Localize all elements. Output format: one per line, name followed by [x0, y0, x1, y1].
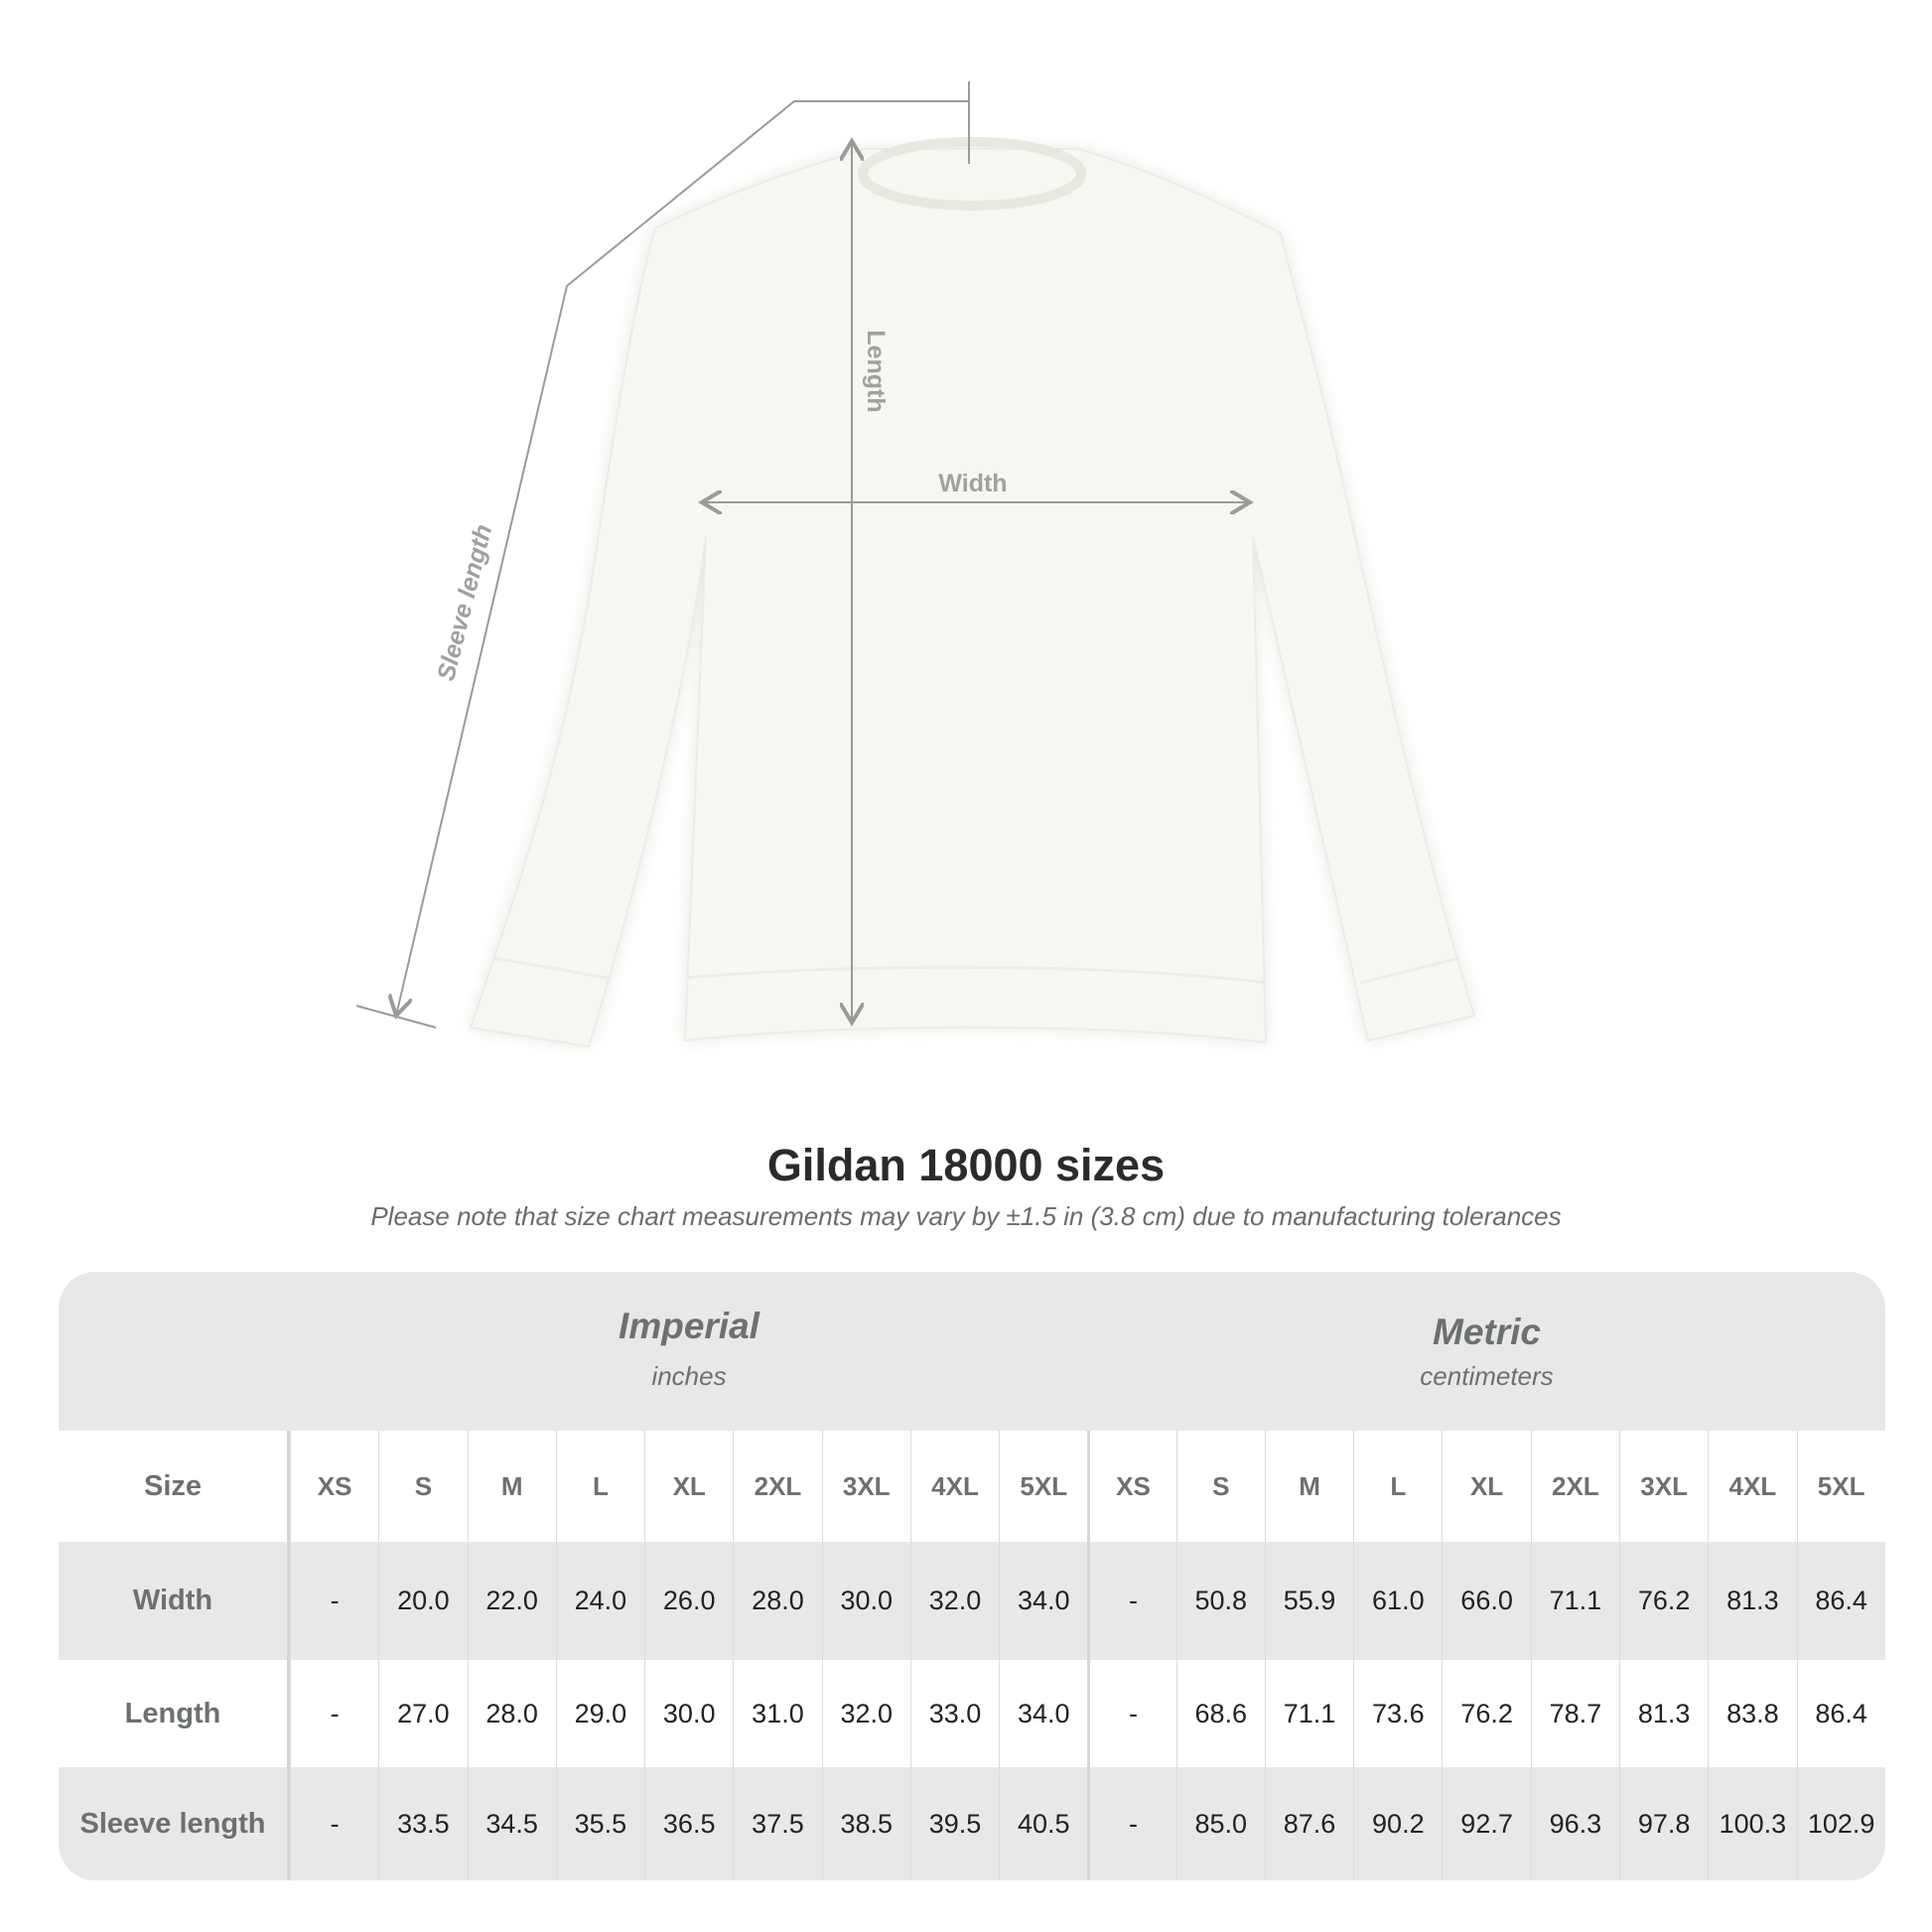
size-header-cell: 2XL: [733, 1431, 821, 1542]
size-header-cell: S: [1175, 1431, 1265, 1542]
table-cell: 97.8: [1618, 1767, 1708, 1880]
table-cell: 37.5: [733, 1767, 821, 1880]
imperial-unit: inches: [651, 1361, 727, 1391]
table-cell: 39.5: [909, 1767, 999, 1880]
table-cell: 29.0: [555, 1660, 644, 1767]
size-header-row: Size XS S M L XL 2XL 3XL 4XL 5XL XS S M L XL 2XL 3XL 4XL 5…: [59, 1431, 1885, 1542]
table-cell: 87.6: [1264, 1767, 1353, 1880]
sweatshirt-diagram: Length Width Sleeve length: [355, 81, 1476, 1048]
row-label: Size: [59, 1431, 290, 1542]
table-cell: 33.0: [909, 1660, 999, 1767]
row-label: Length: [59, 1660, 290, 1767]
table-cell: 55.9: [1264, 1542, 1353, 1660]
table-cell: 32.0: [821, 1660, 910, 1767]
size-header-cell: S: [378, 1431, 467, 1542]
sleeve-length-line: [355, 81, 970, 1029]
page-title: Gildan 18000 sizes: [766, 1140, 1166, 1190]
table-cell: 33.5: [378, 1767, 467, 1880]
table-cell: 61.0: [1353, 1542, 1442, 1660]
table-cell: 92.7: [1442, 1767, 1530, 1880]
metric-title: Metric: [1433, 1311, 1541, 1352]
table-cell: 85.0: [1175, 1767, 1265, 1880]
imperial-title: Imperial: [619, 1306, 759, 1346]
row-label: Width: [59, 1542, 290, 1660]
table-cell: 32.0: [909, 1542, 999, 1660]
table-cell: 83.8: [1708, 1660, 1796, 1767]
table-cell: 71.1: [1264, 1660, 1353, 1767]
table-cell: 38.5: [821, 1767, 910, 1880]
table-cell: 78.7: [1530, 1660, 1619, 1767]
table-cell: 86.4: [1796, 1542, 1885, 1660]
table-cell: 66.0: [1442, 1542, 1530, 1660]
metric-unit: centimeters: [1420, 1361, 1554, 1391]
tolerance-note: Please note that size chart measurements…: [370, 1201, 1562, 1231]
size-header-cell: 4XL: [1708, 1431, 1796, 1542]
table-cell: 100.3: [1708, 1767, 1796, 1880]
width-label: Width: [938, 470, 1007, 497]
size-header-cell: XL: [644, 1431, 733, 1542]
table-cell: -: [290, 1767, 378, 1880]
table-cell: 28.0: [733, 1542, 821, 1660]
table-cell: 26.0: [644, 1542, 733, 1660]
table-cell: 36.5: [644, 1767, 733, 1880]
table-cell: 22.0: [467, 1542, 556, 1660]
metric-header: Metric centimeters: [1088, 1272, 1885, 1470]
table-cell: 20.0: [378, 1542, 467, 1660]
size-header-cell: 5XL: [1796, 1431, 1885, 1542]
sleeve-length-label: Sleeve length: [432, 521, 497, 683]
size-header-cell: XS: [290, 1431, 378, 1542]
table-cell: 30.0: [821, 1542, 910, 1660]
table-cell: 34.0: [999, 1542, 1087, 1660]
table-row: Length -27.0 28.0 29.0 30.0 31.0 32.0 33.0 34.0-…: [59, 1660, 1885, 1767]
table-cell: 86.4: [1796, 1660, 1885, 1767]
table-cell: -: [290, 1542, 378, 1660]
imperial-header: Imperial inches: [290, 1272, 1088, 1464]
sweatshirt-image: [469, 137, 1476, 1048]
size-header-cell: M: [467, 1431, 556, 1542]
table-cell: 31.0: [733, 1660, 821, 1767]
table-cell: -: [1087, 1660, 1175, 1767]
table-row: Width -20.0 22.0 24.0 26.0 28.0 30.0 32.0 34.0-5…: [59, 1542, 1885, 1660]
row-label: Sleeve length: [59, 1767, 290, 1880]
size-header-cell: 2XL: [1530, 1431, 1619, 1542]
size-table: Imperial inches Metric centimeters Size X…: [59, 1272, 1885, 1880]
table-cell: 96.3: [1530, 1767, 1619, 1880]
table-cell: 102.9: [1796, 1767, 1885, 1880]
size-header-cell: 4XL: [909, 1431, 999, 1542]
size-header-cell: 3XL: [1618, 1431, 1708, 1542]
size-header-cell: L: [555, 1431, 644, 1542]
table-cell: 76.2: [1618, 1542, 1708, 1660]
table-cell: 40.5: [999, 1767, 1087, 1880]
table-cell: 71.1: [1530, 1542, 1619, 1660]
size-header-cell: XL: [1442, 1431, 1530, 1542]
table-cell: 35.5: [555, 1767, 644, 1880]
table-cell: 34.5: [467, 1767, 556, 1880]
table-cell: 27.0: [378, 1660, 467, 1767]
table-cell: 34.0: [999, 1660, 1087, 1767]
size-header-cell: 3XL: [821, 1431, 910, 1542]
table-row: Sleeve length -33.5 34.5 35.5 36.5 37.5 38.5 39…: [59, 1767, 1885, 1880]
table-cell: 81.3: [1618, 1660, 1708, 1767]
size-header-cell: L: [1353, 1431, 1442, 1542]
table-cell: 90.2: [1353, 1767, 1442, 1880]
table-cell: 24.0: [555, 1542, 644, 1660]
table-cell: 30.0: [644, 1660, 733, 1767]
table-cell: 73.6: [1353, 1660, 1442, 1767]
size-header-cell: M: [1264, 1431, 1353, 1542]
size-header-cell: XS: [1087, 1431, 1175, 1542]
table-cell: 81.3: [1708, 1542, 1796, 1660]
table-cell: 76.2: [1442, 1660, 1530, 1767]
table-cell: -: [1087, 1542, 1175, 1660]
table-cell: 28.0: [467, 1660, 556, 1767]
size-header-cell: 5XL: [999, 1431, 1087, 1542]
table-cell: 68.6: [1175, 1660, 1265, 1767]
table-cell: -: [1087, 1767, 1175, 1880]
length-label: Length: [862, 330, 890, 412]
table-cell: -: [290, 1660, 378, 1767]
table-cell: 50.8: [1175, 1542, 1265, 1660]
